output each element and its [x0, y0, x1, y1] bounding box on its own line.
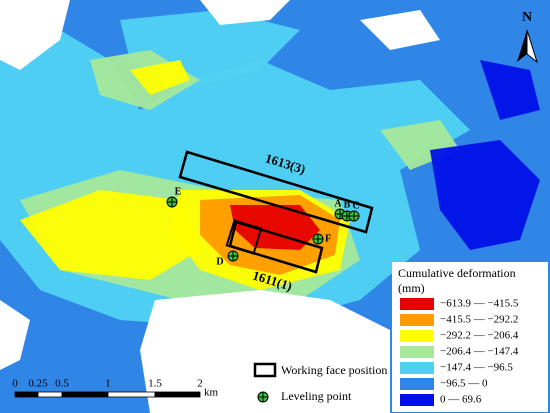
legend-class-label: −206.4 — −147.4: [440, 346, 519, 358]
scale-label: 2: [197, 378, 203, 390]
deformation-patch: [430, 140, 540, 250]
legend-class-label: −96.5 — 0: [440, 378, 488, 390]
legend-title: Cumulative deformation: [398, 266, 516, 280]
legend-swatch: [400, 346, 434, 358]
legend-unit: (mm): [398, 281, 425, 295]
leveling-cross: [167, 197, 177, 207]
no-data: [360, 10, 440, 50]
no-data: [0, 0, 70, 70]
scale-unit: km: [204, 387, 219, 399]
north-arrow: [517, 30, 527, 62]
working-face: [228, 220, 324, 274]
legend-face-symbol: [253, 362, 277, 378]
legend-class-label: −292.2 — −206.4: [440, 330, 519, 342]
north-arrow: [526, 29, 538, 64]
deformation-patch: [230, 205, 320, 250]
legend-class-label: −613.9 — −415.5: [440, 298, 519, 310]
scale-label: 1.5: [148, 378, 162, 390]
deformation-patch: [130, 60, 190, 95]
scale-segment: [14, 391, 39, 398]
scale-label: 0.5: [55, 378, 69, 390]
leveling-cross: [228, 251, 238, 261]
legend-class-label: −415.5 — −292.2: [440, 314, 518, 326]
scale-label: 1: [105, 378, 111, 390]
leveling-cross: [349, 211, 359, 221]
leveling-point-label: A: [334, 198, 342, 209]
scale-label: 0: [12, 378, 18, 390]
deformation-patch: [20, 190, 200, 280]
leveling-cross: [313, 234, 323, 244]
north-label: N: [522, 10, 532, 25]
legend-swatch: [400, 298, 434, 310]
leveling-point-label: D: [216, 256, 223, 267]
leveling-point-label: E: [175, 186, 182, 197]
deformation-patch: [480, 60, 540, 120]
working-face: [178, 150, 374, 234]
legend-swatch: [400, 314, 434, 326]
scale-segment: [107, 391, 156, 398]
legend-swatch: [400, 394, 434, 406]
legend-swatch: [400, 362, 434, 374]
no-data: [0, 300, 30, 370]
no-data: [140, 290, 390, 413]
leveling-point-label: B: [344, 199, 351, 210]
leveling-cross: [258, 392, 268, 402]
leveling-point-label: C: [352, 200, 359, 211]
leveling-point-label: F: [325, 233, 331, 244]
scale-segment: [37, 391, 63, 398]
scale-label: 0.25: [28, 378, 48, 390]
working-face-inner: [225, 219, 263, 255]
legend-swatch: [400, 378, 434, 390]
no-data: [200, 0, 290, 25]
legend-face-label: Working face position: [281, 363, 387, 377]
scale-segment: [154, 391, 201, 398]
legend-swatch: [400, 330, 434, 342]
scale-segment: [61, 391, 109, 398]
legend-class-label: 0 — 69.6: [440, 394, 482, 406]
legend-class-label: −147.4 — −96.5: [440, 362, 513, 374]
legend-point-label: Leveling point: [281, 389, 352, 403]
